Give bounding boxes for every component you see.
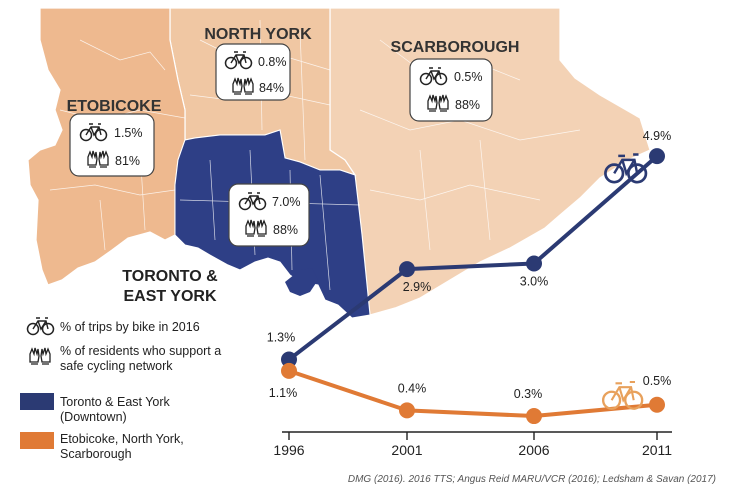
legend-series2-line1: Etobicoke, North York, bbox=[60, 432, 184, 446]
district-label-toronto-line1: TORONTO & bbox=[122, 268, 218, 285]
data-point bbox=[281, 351, 297, 368]
legend-support-text-line2: safe cycling network bbox=[60, 359, 173, 373]
chart-suburbs-bike-icon bbox=[601, 380, 644, 410]
district-label-etobicoke: ETOBICOKE bbox=[67, 98, 162, 115]
callout-toronto-east-york: 7.0% 88% bbox=[228, 183, 310, 247]
data-label: 1.3% bbox=[267, 331, 296, 345]
data-label: 4.9% bbox=[643, 129, 672, 143]
data-point bbox=[281, 362, 297, 379]
callout-support-value: 88% bbox=[273, 223, 298, 237]
data-point bbox=[526, 255, 542, 272]
line-chart: 1996 2001 2006 2011 1.3% 2.9% 3.0% 4.9% 1.1% 0.4%… bbox=[267, 129, 673, 458]
legend-series1-line1: Toronto & East York bbox=[60, 395, 171, 409]
data-label: 0.5% bbox=[643, 374, 672, 388]
legend-series1-line2: (Downtown) bbox=[60, 410, 127, 424]
callout-north-york: 0.8% 84% bbox=[215, 43, 291, 101]
district-label-toronto-line2: EAST YORK bbox=[123, 288, 217, 305]
legend-swatch-suburbs bbox=[20, 432, 54, 449]
legend-bike-text: % of trips by bike in 2016 bbox=[60, 320, 200, 334]
x-tick-label: 2001 bbox=[391, 442, 422, 458]
callout-etobicoke: 1.5% 81% bbox=[69, 113, 155, 177]
series-line-1 bbox=[287, 154, 659, 362]
data-point bbox=[649, 148, 665, 165]
legend-bike-icon bbox=[26, 317, 55, 336]
data-label: 1.1% bbox=[269, 386, 298, 400]
callout-support-value: 81% bbox=[115, 154, 140, 168]
x-tick-label: 2006 bbox=[518, 442, 549, 458]
callout-bike-value: 1.5% bbox=[114, 126, 143, 140]
legend-swatch-downtown bbox=[20, 393, 54, 410]
x-tick-label: 2011 bbox=[642, 442, 672, 458]
data-point bbox=[399, 402, 415, 419]
legend-support-text-line1: % of residents who support a bbox=[60, 344, 221, 358]
source-citation: DMG (2016). 2016 TTS; Angus Reid MARU/VC… bbox=[348, 474, 716, 485]
callout-bike-value: 7.0% bbox=[272, 195, 301, 209]
data-point bbox=[526, 408, 542, 425]
district-label-scarborough: SCARBOROUGH bbox=[391, 39, 520, 56]
district-label-north-york: NORTH YORK bbox=[204, 26, 312, 43]
callout-scarborough: 0.5% 88% bbox=[409, 58, 493, 122]
chart-downtown-bike-icon bbox=[604, 153, 648, 184]
legend-series2-line2: Scarborough bbox=[60, 447, 132, 461]
data-label: 0.4% bbox=[398, 381, 427, 395]
callout-bike-value: 0.8% bbox=[258, 55, 287, 69]
map-toronto-islands bbox=[285, 268, 318, 296]
x-tick-label: 1996 bbox=[273, 442, 304, 458]
callout-bike-value: 0.5% bbox=[454, 70, 483, 84]
data-point bbox=[399, 261, 415, 278]
callout-support-value: 88% bbox=[455, 98, 480, 112]
legend-support-hands-icon bbox=[29, 347, 51, 365]
callout-support-value: 84% bbox=[259, 81, 284, 95]
series-line-2 bbox=[288, 368, 658, 419]
legend: % of trips by bike in 2016 % of resident… bbox=[20, 317, 221, 461]
data-label: 0.3% bbox=[514, 387, 543, 401]
data-label: 3.0% bbox=[520, 275, 549, 289]
data-point bbox=[649, 396, 665, 413]
data-label: 2.9% bbox=[403, 280, 432, 294]
